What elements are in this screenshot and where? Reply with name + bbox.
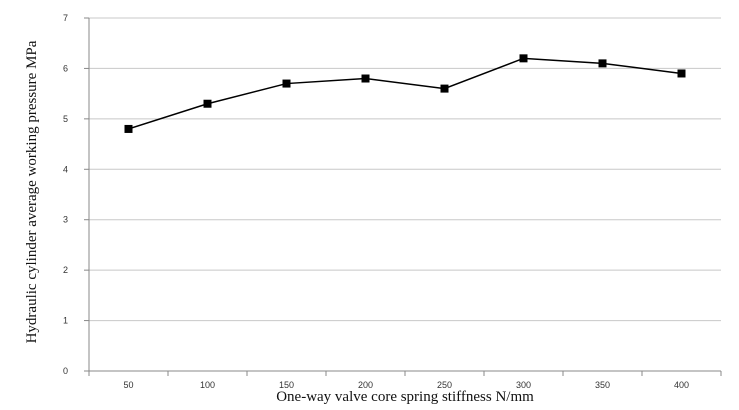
y-tick-label: 0	[63, 366, 68, 376]
y-tick-label: 2	[63, 265, 68, 275]
x-tick-label: 50	[123, 380, 133, 390]
x-tick-label: 100	[200, 380, 215, 390]
x-tick-label: 400	[674, 380, 689, 390]
y-tick-label: 4	[63, 164, 68, 174]
series	[124, 54, 686, 133]
x-tick-label: 200	[358, 380, 373, 390]
x-tick-label: 350	[595, 380, 610, 390]
data-point	[203, 99, 212, 108]
data-point	[440, 84, 449, 93]
y-tick-label: 1	[63, 316, 68, 326]
y-tick-label: 5	[63, 114, 68, 124]
x-tick-label: 150	[279, 380, 294, 390]
y-tick-label: 6	[63, 63, 68, 73]
data-point	[124, 124, 133, 133]
axes	[84, 17, 722, 376]
y-tick-label: 7	[63, 13, 68, 23]
data-point	[598, 59, 607, 68]
series-line	[128, 57, 682, 130]
x-tick-label: 300	[516, 380, 531, 390]
data-point	[282, 79, 291, 88]
gridlines	[89, 17, 721, 322]
x-axis-title: One-way valve core spring stiffness N/mm	[276, 389, 534, 405]
x-tick-labels: 50 100 150 200 250 300 350 400	[123, 380, 689, 390]
data-point	[519, 54, 528, 63]
y-tick-labels: 0 1 2 3 4 5 6 7	[63, 13, 68, 376]
data-point	[361, 74, 370, 83]
y-tick-label: 3	[63, 215, 68, 225]
y-axis-title: Hydraulic cylinder average working press…	[24, 40, 40, 343]
data-point	[677, 69, 686, 78]
x-tick-label: 250	[437, 380, 452, 390]
